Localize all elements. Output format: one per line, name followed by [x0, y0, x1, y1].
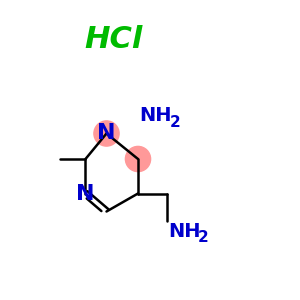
- Text: HCl: HCl: [85, 25, 143, 53]
- Text: NH: NH: [140, 106, 172, 125]
- Circle shape: [94, 121, 119, 146]
- Text: 2: 2: [198, 230, 209, 245]
- Text: 2: 2: [169, 115, 180, 130]
- Text: N: N: [76, 184, 95, 203]
- Circle shape: [125, 146, 151, 172]
- Text: NH: NH: [169, 222, 201, 241]
- Text: N: N: [97, 124, 116, 143]
